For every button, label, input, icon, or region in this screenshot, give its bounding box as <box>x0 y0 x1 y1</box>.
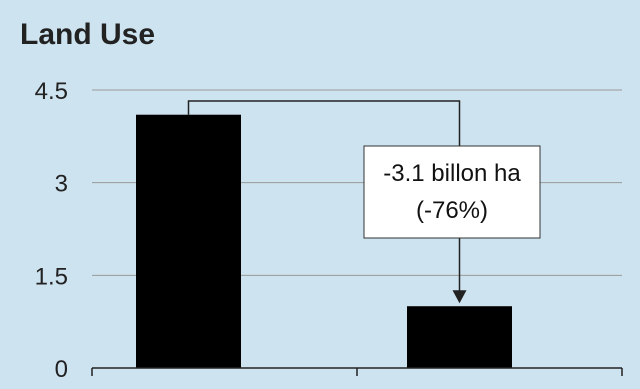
bars <box>136 114 512 368</box>
chart-title: Land Use <box>20 18 156 51</box>
y-tick-label: 0 <box>55 356 68 383</box>
x-axis <box>91 367 623 376</box>
change-arrowhead <box>452 290 467 304</box>
bar <box>407 306 512 368</box>
annotation-line-2: (-76%) <box>416 197 488 224</box>
y-tick-label: 1.5 <box>35 263 68 290</box>
y-tick-label: 4.5 <box>35 78 68 105</box>
change-annotation: -3.1 billon ha (-76%) <box>187 100 541 304</box>
y-axis-ticks: 0 1.5 3 4.5 <box>35 78 68 383</box>
y-tick-label: 3 <box>55 171 68 198</box>
bar <box>136 114 241 368</box>
annotation-line-1: -3.1 billon ha <box>383 160 521 187</box>
annotation-box <box>363 145 541 239</box>
